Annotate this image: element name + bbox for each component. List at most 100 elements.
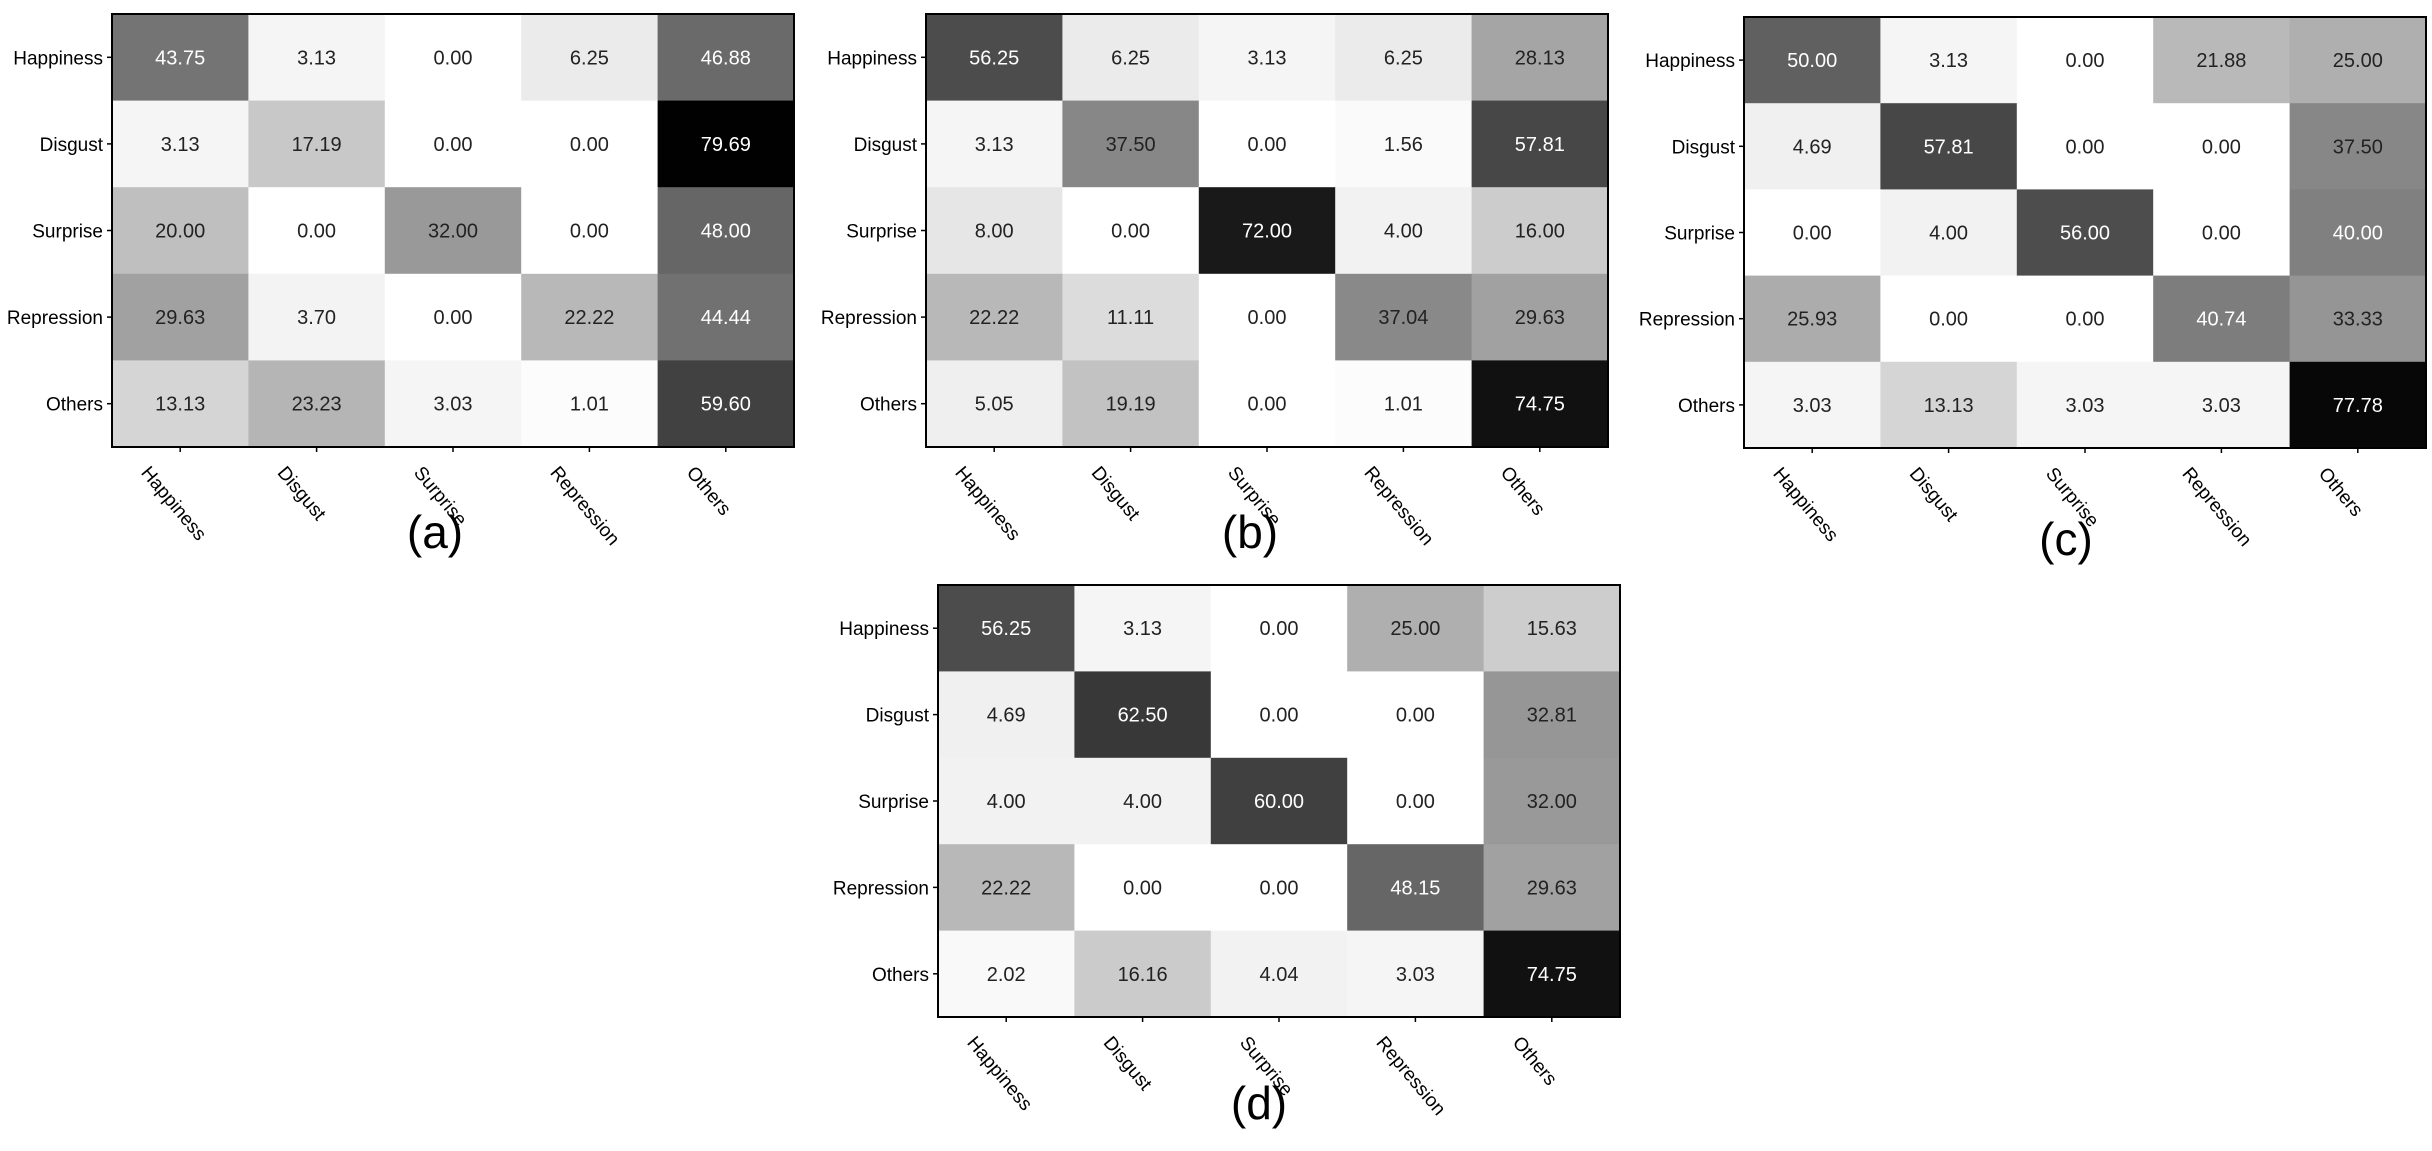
heatmap-cell <box>1483 585 1621 672</box>
col-tick-label: Others <box>2314 464 2367 521</box>
heatmap-cell <box>926 100 1063 188</box>
heatmap-panel: 56.25 3.13 0.00 25.00 15.63 4.69 62.50 0.00 0.00… <box>833 584 1621 1129</box>
cell-value-label: 1.01 <box>1384 394 1423 416</box>
heatmap-panel: 50.00 3.13 0.00 21.88 25.00 4.69 57.81 0.00 0.00… <box>1639 16 2427 565</box>
heatmap-cell <box>1744 361 1881 449</box>
row-tick-label: Surprise <box>858 792 929 813</box>
heatmap-cell <box>1198 100 1336 188</box>
heatmap-cell <box>1471 100 1609 188</box>
cell-value-label: 56.25 <box>969 47 1019 69</box>
cell-value-label: 0.00 <box>1248 134 1287 156</box>
cell-value-label: 3.13 <box>297 47 336 69</box>
panel-label: (b) <box>1222 506 1278 558</box>
heatmap-cell <box>1347 757 1485 845</box>
heatmap-panel: 56.25 6.25 3.13 6.25 28.13 3.13 37.50 0.00 1.56 5… <box>821 13 1609 558</box>
heatmap-cell <box>1471 187 1609 275</box>
cell-value-label: 3.13 <box>161 134 200 156</box>
heatmap-cell <box>248 100 386 188</box>
heatmap-cell <box>2016 361 2154 449</box>
heatmap-cell <box>521 14 659 102</box>
heatmap-cell <box>938 671 1075 759</box>
col-tick-label: Happiness <box>1768 464 1842 546</box>
heatmap-cell <box>2016 189 2154 277</box>
heatmap-cell <box>2153 189 2291 277</box>
heatmap-cell <box>2016 103 2154 190</box>
cell-value-label: 32.00 <box>1527 791 1577 813</box>
cell-value-label: 77.78 <box>2333 395 2383 417</box>
cell-value-label: 11.11 <box>1107 307 1154 329</box>
heatmap-cell <box>1062 273 1200 361</box>
row-tick-label: Others <box>1678 396 1735 417</box>
row-tick-label: Surprise <box>32 222 103 243</box>
panel-label: (d) <box>1231 1077 1287 1129</box>
heatmap-cell <box>1471 14 1609 102</box>
heatmap-cell <box>657 273 795 361</box>
heatmap-cell <box>1210 844 1348 932</box>
cell-value-label: 22.22 <box>969 307 1019 329</box>
cell-value-label: 32.81 <box>1527 705 1577 727</box>
cell-value-label: 37.50 <box>1106 134 1156 156</box>
heatmap-cell <box>1483 757 1621 845</box>
heatmap-cell <box>1471 273 1609 361</box>
heatmap-cell <box>1347 930 1485 1018</box>
cell-value-label: 4.69 <box>1793 136 1832 158</box>
heatmap-cell <box>1347 671 1485 759</box>
heatmap-cell <box>248 187 386 275</box>
heatmap-cell <box>938 757 1075 845</box>
heatmap-cell <box>521 100 659 188</box>
col-tick-label: Happiness <box>962 1033 1036 1115</box>
cell-value-label: 72.00 <box>1242 221 1292 243</box>
cell-value-label: 56.00 <box>2060 223 2110 245</box>
cell-value-label: 3.13 <box>975 134 1014 156</box>
row-tick-label: Surprise <box>1664 224 1735 245</box>
row-tick-label: Happiness <box>13 48 103 69</box>
row-tick-label: Disgust <box>854 135 918 156</box>
heatmap-cell <box>248 14 386 102</box>
heatmap-cell <box>657 100 795 188</box>
cell-value-label: 1.56 <box>1384 134 1423 156</box>
heatmap-cell <box>1347 844 1485 932</box>
col-tick-label: Others <box>682 463 735 520</box>
row-tick-label: Happiness <box>1645 51 1735 72</box>
heatmap-cell <box>2289 361 2427 449</box>
heatmap-cell <box>1880 361 2018 449</box>
row-tick-label: Repression <box>833 878 929 899</box>
heatmap-cell <box>248 360 386 448</box>
heatmap-cell <box>1062 14 1200 102</box>
cell-value-label: 0.00 <box>1248 394 1287 416</box>
heatmap-cell <box>926 273 1063 361</box>
heatmap-cell <box>1880 17 2018 104</box>
heatmap-cell <box>1744 103 1881 190</box>
cell-value-label: 13.13 <box>1924 395 1974 417</box>
heatmap-cell <box>521 360 659 448</box>
heatmap-cell <box>1335 360 1473 448</box>
row-tick-label: Repression <box>1639 310 1735 331</box>
heatmap-cell <box>1335 100 1473 188</box>
cell-value-label: 19.19 <box>1106 394 1156 416</box>
heatmap-cell <box>1483 844 1621 932</box>
cell-value-label: 4.00 <box>1384 221 1423 243</box>
panel-label: (c) <box>2039 513 2093 565</box>
cell-value-label: 44.44 <box>701 307 751 329</box>
heatmap-cell <box>1210 585 1348 672</box>
cell-value-label: 13.13 <box>155 394 205 416</box>
cell-value-label: 0.00 <box>2066 136 2105 158</box>
col-tick-label: Repression <box>2178 464 2256 551</box>
cell-value-label: 62.50 <box>1118 705 1168 727</box>
panel-label: (a) <box>407 506 463 558</box>
cell-value-label: 16.16 <box>1118 964 1168 986</box>
cell-value-label: 0.00 <box>434 134 473 156</box>
cell-value-label: 4.00 <box>1123 791 1162 813</box>
cell-value-label: 0.00 <box>2066 50 2105 72</box>
heatmap-cell <box>521 187 659 275</box>
heatmap-cell <box>384 187 522 275</box>
cell-value-label: 8.00 <box>975 221 1014 243</box>
cell-value-label: 40.00 <box>2333 223 2383 245</box>
cell-value-label: 56.25 <box>981 618 1031 640</box>
cell-value-label: 0.00 <box>1260 877 1299 899</box>
cell-value-label: 57.81 <box>1515 134 1565 156</box>
heatmap-cell <box>657 360 795 448</box>
row-tick-label: Disgust <box>1672 137 1736 158</box>
heatmap-cell <box>1744 275 1881 363</box>
cell-value-label: 4.04 <box>1260 964 1299 986</box>
